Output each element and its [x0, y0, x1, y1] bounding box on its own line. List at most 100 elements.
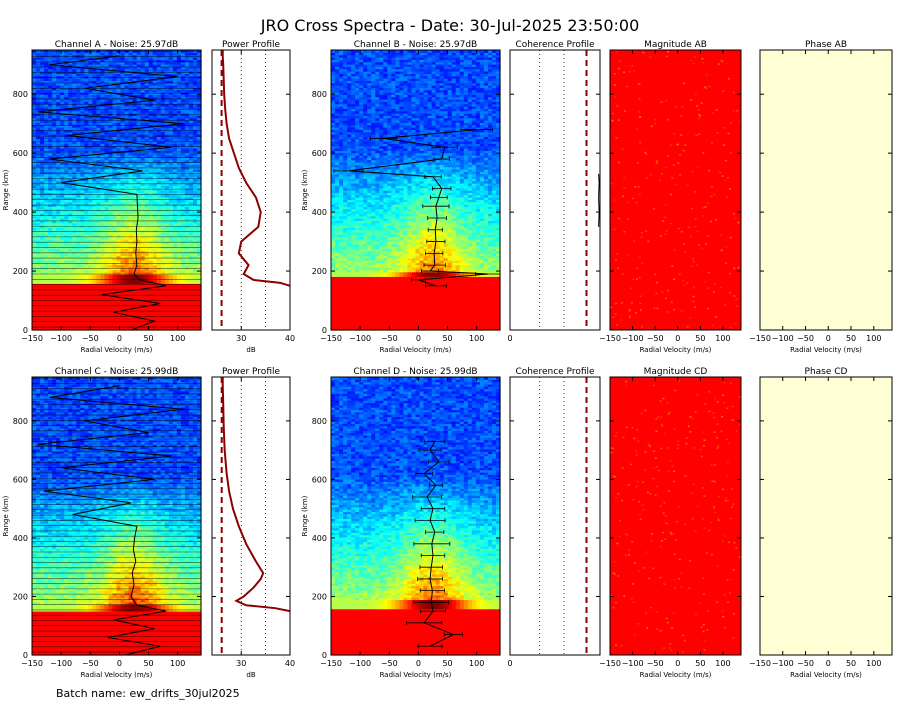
- spectrum-cell: [64, 318, 69, 322]
- spectrum-cell: [108, 320, 114, 324]
- spectrum-cell: [124, 323, 130, 326]
- spectrum-cell: [176, 323, 182, 326]
- spectrum-cell: [52, 316, 57, 319]
- spectrum-cell: [112, 320, 118, 324]
- spectrum-cell: [108, 327, 114, 331]
- spectrum-cell: [124, 327, 130, 331]
- spectrum-cell: [148, 323, 154, 326]
- spectrum-cell: [108, 323, 114, 326]
- spectrum-cell: [120, 318, 126, 322]
- spectrum-cell: [100, 318, 106, 322]
- spectrum-cell: [188, 318, 194, 322]
- spectrum-cell: [168, 318, 174, 322]
- spectrum-cell: [76, 327, 81, 331]
- spectrum-cell: [180, 323, 186, 326]
- spectrum-cell: [160, 318, 166, 322]
- spectrum-cell: [56, 318, 61, 322]
- spectrum-cell: [176, 320, 182, 324]
- spectrum-cell: [68, 320, 73, 324]
- spectrum-cell: [36, 320, 41, 324]
- spectrum-cell: [68, 323, 73, 326]
- spectrum-cell: [40, 316, 45, 319]
- spectrum-cell: [44, 323, 49, 326]
- spectrum-cell: [128, 318, 134, 322]
- spectrum-cell: [132, 318, 138, 322]
- spectrum-cell: [40, 320, 45, 324]
- spectrum-cell: [48, 323, 53, 326]
- spectrum-cell: [132, 323, 138, 326]
- spectrum-cell: [44, 320, 49, 324]
- spectrum-cell: [88, 323, 93, 326]
- spectrum-cell: [56, 320, 61, 324]
- spectrum-cell: [76, 320, 81, 324]
- spectrum-cell: [64, 323, 69, 326]
- spectrum-cell: [156, 318, 162, 322]
- spectrum-cell: [124, 318, 130, 322]
- spectrum-cell: [136, 318, 142, 322]
- spectrum-cell: [72, 327, 77, 331]
- spectrum-cell: [52, 320, 57, 324]
- spectrum-cell: [128, 327, 134, 331]
- spectrum-cell: [104, 323, 110, 326]
- spectrum-cell: [112, 318, 118, 322]
- spectrum-cell: [84, 323, 89, 326]
- spectrum-cell: [136, 320, 142, 324]
- spectrum-cell: [128, 320, 134, 324]
- spectrum-cell: [152, 318, 158, 322]
- spectrum-cell: [184, 320, 190, 324]
- spectrum-cell: [116, 323, 122, 326]
- spectrum-cell: [80, 320, 85, 324]
- spectrum-cell: [44, 327, 49, 331]
- spectrum-cell: [112, 323, 118, 326]
- spectrum-cell: [56, 327, 61, 331]
- spectrum-cell: [196, 318, 202, 322]
- spectrum-cell: [164, 320, 170, 324]
- spectrum-cell: [32, 316, 37, 319]
- spectrum-cell: [100, 323, 106, 326]
- spectrum-cell: [188, 320, 194, 324]
- spectrum-cell: [72, 320, 77, 324]
- spectrum-cell: [132, 327, 138, 331]
- spectrum-cell: [104, 320, 110, 324]
- spectrum-cell: [52, 323, 57, 326]
- spectrum-cell: [140, 320, 146, 324]
- figure-title: JRO Cross Spectra - Date: 30-Jul-2025 23…: [260, 16, 640, 35]
- spectrum-cell: [104, 327, 110, 331]
- spectrum-cell: [76, 323, 81, 326]
- spectrum-cell: [52, 327, 57, 331]
- spectrum-cell: [144, 320, 150, 324]
- spectrum-cell: [192, 327, 198, 331]
- spectrum-cell: [168, 327, 174, 331]
- spectrum-cell: [60, 320, 65, 324]
- spectrum-cell: [136, 327, 142, 331]
- spectrum-cell: [120, 323, 126, 326]
- spectrum-cell: [68, 318, 73, 322]
- spectrum-cell: [40, 318, 45, 322]
- spectrum-cell: [184, 318, 190, 322]
- spectrum-cell: [92, 318, 97, 322]
- spectrum-cell: [32, 323, 37, 326]
- spectrum-cell: [196, 327, 202, 331]
- spectrum-cell: [96, 320, 102, 324]
- spectrum-cell: [72, 323, 77, 326]
- spectrum-cell: [132, 320, 138, 324]
- spectrum-cell: [60, 323, 65, 326]
- spectrum-cell: [56, 323, 61, 326]
- spectrum-cell: [160, 323, 166, 326]
- spectrum-cell: [108, 318, 114, 322]
- spectrum-cell: [136, 323, 142, 326]
- spectrum-cell: [140, 318, 146, 322]
- spectrum-cell: [192, 323, 198, 326]
- spectrum-cell: [80, 327, 85, 331]
- spectrum-cell: [36, 327, 41, 331]
- spectrum-cell: [148, 318, 154, 322]
- spectrum-cell: [84, 327, 89, 331]
- spectrum-cell: [36, 323, 41, 326]
- spectrum-cell: [188, 323, 194, 326]
- spectrum-cell: [60, 327, 65, 331]
- spectrum-cell: [80, 318, 85, 322]
- spectrum-cell: [116, 327, 122, 331]
- spectrum-cell: [156, 323, 162, 326]
- spectrum-cell: [52, 318, 57, 322]
